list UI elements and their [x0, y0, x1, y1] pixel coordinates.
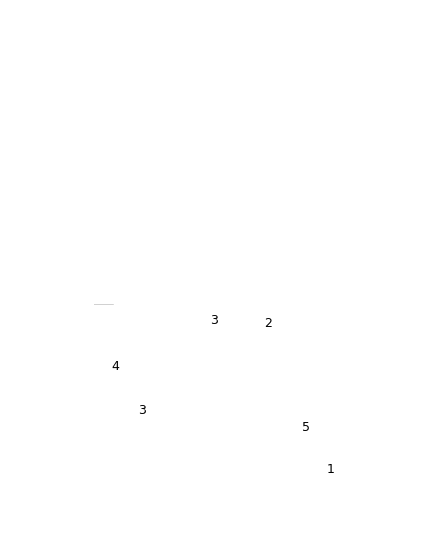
Circle shape — [321, 471, 324, 473]
Circle shape — [241, 342, 244, 345]
Circle shape — [191, 343, 194, 346]
Circle shape — [309, 471, 311, 473]
Circle shape — [177, 413, 180, 416]
Text: 3: 3 — [138, 404, 146, 417]
Circle shape — [296, 471, 299, 473]
Circle shape — [246, 471, 248, 473]
Text: 4: 4 — [112, 360, 120, 373]
Circle shape — [283, 471, 286, 473]
Polygon shape — [94, 305, 114, 316]
Text: 3: 3 — [210, 314, 218, 327]
Circle shape — [333, 471, 335, 473]
Text: 2: 2 — [264, 317, 272, 329]
Text: 5: 5 — [303, 421, 311, 434]
Circle shape — [271, 471, 273, 473]
Circle shape — [258, 471, 261, 473]
Text: 1: 1 — [327, 463, 335, 476]
